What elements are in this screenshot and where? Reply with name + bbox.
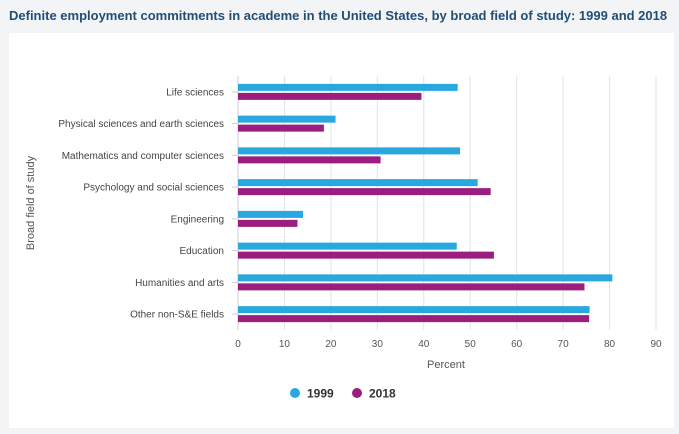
legend-label: 2018 [369,387,396,401]
bar-2018[interactable] [238,283,585,291]
category-label: Education [180,246,224,257]
legend: 1999 2018 [290,387,396,401]
x-tick-label: 20 [325,339,337,350]
category-label: Life sciences [166,87,224,98]
bar-1999[interactable] [238,242,457,250]
bar-2018[interactable] [238,251,494,259]
bar-2018[interactable] [238,219,298,227]
bar-1999[interactable] [238,147,461,155]
category-label: Psychology and social sciences [83,183,224,194]
grid-lines [237,76,657,330]
x-tick-label: 70 [558,339,570,350]
y-axis-label: Broad field of study [25,155,37,250]
bar-1999[interactable] [238,210,304,218]
legend-marker [290,388,300,398]
category-label: Physical sciences and earth sciences [58,119,224,130]
category-label: Engineering [171,214,224,225]
bar-2018[interactable] [238,156,381,164]
x-tick-label: 40 [418,339,430,350]
x-tick-label: 10 [279,339,291,350]
bar-1999[interactable] [238,115,336,123]
bar-2018[interactable] [238,124,324,132]
x-tick-label: 60 [511,339,523,350]
bar-2018[interactable] [238,92,422,100]
legend-item-2018[interactable]: 2018 [352,387,396,401]
bar-2018[interactable] [238,315,590,323]
x-tick-label: 50 [465,339,477,350]
bar-1999[interactable] [238,179,478,187]
category-label: Other non-S&E fields [130,310,224,321]
bar-1999[interactable] [238,306,590,314]
bars [238,83,613,323]
y-axis-categories: Life sciences Physical sciences and earth… [58,87,238,321]
legend-marker [352,388,362,398]
x-tick-label: 80 [604,339,616,350]
x-tick-label: 0 [235,339,241,350]
bar-1999[interactable] [238,83,458,91]
x-tick-label: 90 [650,339,662,350]
legend-item-1999[interactable]: 1999 [290,387,334,401]
legend-label: 1999 [307,387,334,401]
x-axis-label: Percent [427,359,465,371]
x-axis-ticks: 0 10 20 30 40 50 60 70 80 90 [235,339,662,350]
chart-title: Definite employment commitments in acade… [9,8,668,23]
category-label: Humanities and arts [135,278,224,289]
x-tick-label: 30 [372,339,384,350]
bar-2018[interactable] [238,188,491,196]
category-label: Mathematics and computer sciences [62,151,224,162]
bar-1999[interactable] [238,274,613,282]
